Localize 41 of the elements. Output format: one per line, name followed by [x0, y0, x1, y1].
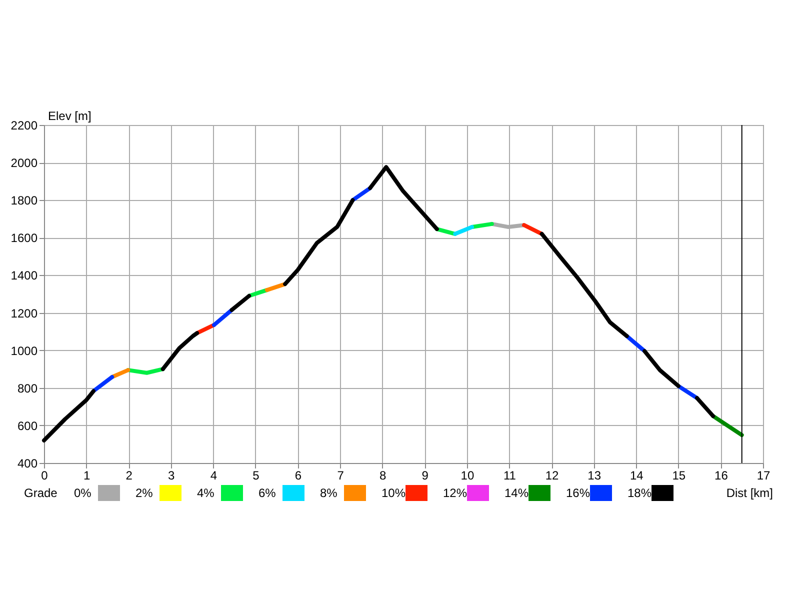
x-tick-label: 0 — [41, 468, 48, 482]
x-axis-title: Dist [km] — [726, 486, 773, 500]
y-tick-label: 1000 — [10, 344, 38, 358]
y-tick-label: 1600 — [10, 231, 38, 246]
x-tick-label: 13 — [588, 468, 602, 482]
x-tick-label: 10 — [460, 468, 474, 482]
x-tick-label: 11 — [504, 468, 516, 482]
x-tick-label: 1 — [83, 468, 90, 482]
legend-label: 18% — [628, 486, 652, 500]
x-tick-label: 14 — [630, 468, 644, 482]
y-tick-label: 2200 — [10, 118, 38, 132]
y-tick-label: 1800 — [10, 194, 38, 208]
y-tick-label: 400 — [17, 456, 38, 470]
legend-label: 12% — [443, 486, 468, 500]
y-tick-label: 2000 — [10, 156, 38, 170]
y-tick-label: 800 — [17, 381, 38, 396]
legend-label: 14% — [504, 486, 529, 500]
legend-label: 0% — [74, 486, 92, 500]
x-tick-label: 16 — [714, 468, 728, 482]
legend-label: 2% — [136, 486, 154, 500]
x-tick-label: 9 — [422, 468, 429, 482]
x-tick-label: 15 — [672, 468, 686, 482]
y-tick-label: 1400 — [10, 268, 38, 283]
x-tick-label: 2 — [126, 468, 133, 482]
legend-label: 4% — [197, 486, 215, 500]
x-tick-label: 4 — [210, 468, 218, 482]
legend-label: 16% — [566, 486, 590, 500]
y-tick-label: 1200 — [10, 306, 38, 320]
x-tick-label: 12 — [545, 468, 560, 482]
x-tick-label: 17 — [756, 468, 770, 482]
y-tick-label: 600 — [17, 418, 38, 433]
x-tick-label: 8 — [380, 468, 387, 482]
legend-title: Grade — [24, 486, 58, 500]
x-tick-label: 6 — [294, 468, 302, 482]
x-tick-label: 3 — [168, 468, 176, 482]
legend-label: 6% — [258, 486, 276, 500]
legend-label: 8% — [320, 486, 338, 500]
x-tick-label: 5 — [252, 468, 260, 482]
legend-label: 10% — [382, 486, 406, 500]
y-axis-title: Elev [m] — [48, 109, 92, 123]
x-tick-label: 7 — [337, 468, 344, 482]
